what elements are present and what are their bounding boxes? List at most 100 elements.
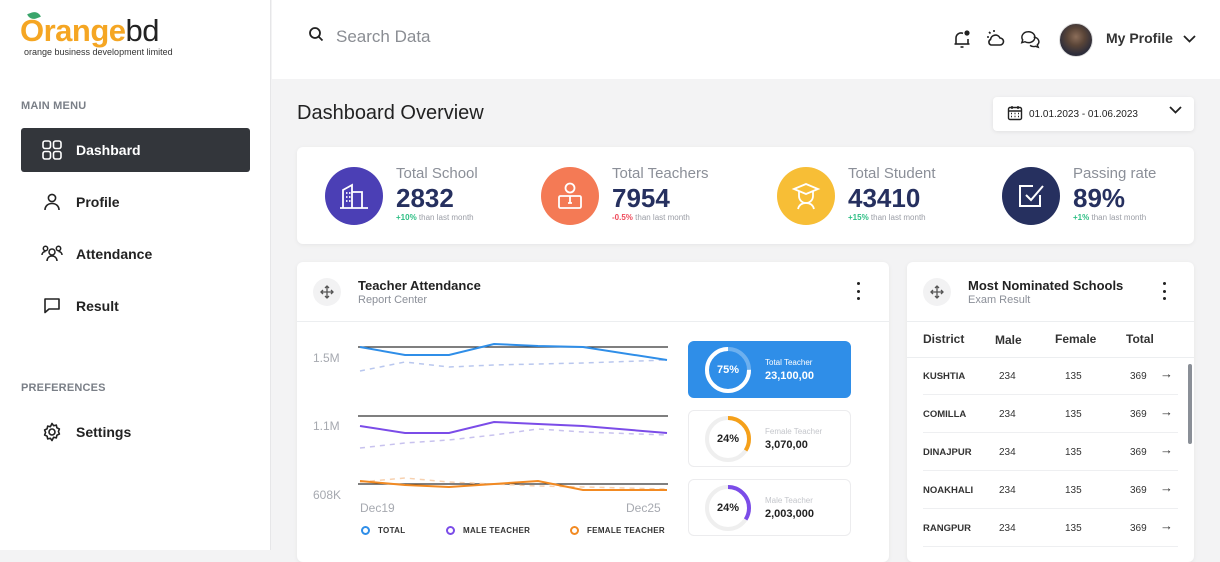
sidebar-item-profile[interactable]: Profile	[21, 180, 250, 224]
attendance-line-chart	[358, 342, 668, 491]
total-cell: 369	[1130, 447, 1147, 458]
profile-label: My Profile	[1106, 30, 1173, 46]
stat-label: Total Student	[848, 165, 936, 182]
column-header-male[interactable]: Male	[995, 333, 1022, 347]
chevron-down-icon	[1169, 106, 1182, 117]
summary-label: Total Teacher	[765, 357, 813, 367]
progress-percent: 75%	[716, 363, 740, 376]
summary-label: Female Teacher	[765, 426, 823, 436]
stat-change: +10%	[396, 213, 417, 222]
move-handle-icon[interactable]	[313, 278, 341, 306]
y-axis-label: 1.1M	[313, 419, 340, 433]
female-cell: 135	[1065, 447, 1082, 458]
arrow-right-icon[interactable]: →	[1160, 442, 1173, 457]
y-axis-label: 608K	[313, 488, 342, 502]
arrow-right-icon[interactable]: →	[1160, 366, 1173, 381]
message-icon	[41, 295, 63, 317]
group-icon	[41, 243, 63, 265]
x-axis-label: Dec25	[626, 501, 661, 515]
circle-icon	[446, 526, 455, 535]
column-header-district[interactable]: District	[923, 332, 965, 346]
stat-change-suffix: than last month	[870, 213, 926, 222]
table-row[interactable]: COMILLA 234 135 369 →	[923, 395, 1178, 433]
stat-total-school: Total School 2832 +10% than last month	[325, 165, 478, 225]
chat-icon[interactable]	[1020, 28, 1040, 50]
legend-total[interactable]: TOTAL	[361, 526, 405, 535]
table-scrollbar[interactable]	[1188, 364, 1192, 444]
progress-percent: 24%	[716, 501, 740, 514]
progress-ring: 24%	[704, 484, 752, 532]
brand-name-dark: bd	[125, 13, 160, 48]
table-row[interactable]: DINAJPUR 234 135 369 →	[923, 433, 1178, 471]
summary-total-teacher[interactable]: 75% Total Teacher 23,100,00	[688, 341, 851, 398]
summary-female-teacher[interactable]: 24% Female Teacher 3,070,00	[688, 410, 851, 467]
sidebar-item-label: Dashbard	[76, 142, 141, 158]
district-cell: COMILLA	[923, 409, 967, 420]
progress-percent: 24%	[716, 432, 740, 445]
gear-icon	[41, 421, 63, 443]
search-icon	[308, 26, 324, 47]
circle-icon	[361, 526, 370, 535]
male-cell: 234	[999, 409, 1016, 420]
table-row[interactable]: KUSHTIA 234 135 369 →	[923, 357, 1178, 395]
sidebar-item-result[interactable]: Result	[21, 284, 250, 328]
more-options-icon[interactable]	[1160, 282, 1168, 300]
sidebar-item-settings[interactable]: Settings	[21, 410, 250, 454]
legend-label: TOTAL	[378, 526, 406, 535]
sidebar: Orangebd orange business development lim…	[0, 0, 271, 550]
stat-change: +1%	[1073, 213, 1090, 222]
search-bar[interactable]	[308, 26, 596, 47]
avatar[interactable]	[1059, 23, 1093, 57]
more-options-icon[interactable]	[854, 282, 862, 300]
sidebar-item-label: Settings	[76, 424, 132, 440]
move-handle-icon[interactable]	[923, 278, 951, 306]
page-title: Dashboard Overview	[297, 102, 484, 124]
summary-label: Male Teacher	[765, 495, 813, 505]
search-input[interactable]	[336, 26, 596, 47]
checkbox-icon	[1002, 167, 1060, 225]
weather-icon[interactable]	[986, 28, 1006, 50]
stat-value: 43410	[848, 183, 921, 213]
stat-label: Total Teachers	[612, 165, 709, 182]
card-title: Teacher Attendance	[358, 278, 481, 293]
brand-name-orange: Orange	[20, 13, 126, 48]
grid-icon	[41, 139, 63, 161]
arrow-right-icon[interactable]: →	[1160, 404, 1173, 419]
preferences-label: PREFERENCES	[21, 382, 106, 394]
notification-bell-icon[interactable]	[952, 28, 972, 50]
stat-change-suffix: than last month	[635, 213, 690, 222]
table-row[interactable]: RANGPUR 234 135 369 →	[923, 509, 1178, 547]
profile-menu[interactable]: My Profile	[1106, 30, 1196, 46]
stats-panel: Total School 2832 +10% than last month T…	[297, 147, 1194, 244]
card-title: Most Nominated Schools	[968, 278, 1124, 293]
sidebar-item-label: Result	[76, 298, 119, 314]
district-cell: DINAJPUR	[923, 447, 972, 458]
stat-total-teachers: Total Teachers 7954 -0.5% than last mont…	[541, 165, 709, 225]
legend-male-teacher[interactable]: MALE TEACHER	[446, 526, 530, 535]
arrow-right-icon[interactable]: →	[1160, 518, 1173, 533]
date-range-picker[interactable]: 01.01.2023 - 01.06.2023	[993, 97, 1194, 131]
arrow-right-icon[interactable]: →	[1160, 480, 1173, 495]
summary-male-teacher[interactable]: 24% Male Teacher 2,003,000	[688, 479, 851, 536]
male-cell: 234	[999, 447, 1016, 458]
stat-passing-rate: Passing rate 89% +1% than last month	[1002, 165, 1156, 225]
table-row[interactable]: NOAKHALI 234 135 369 →	[923, 471, 1178, 509]
column-header-female[interactable]: Female	[1055, 332, 1097, 346]
user-icon	[41, 191, 63, 213]
brand-logo[interactable]: Orangebd orange business development lim…	[20, 10, 173, 57]
total-cell: 369	[1130, 485, 1147, 496]
legend-label: MALE TEACHER	[463, 526, 531, 535]
date-range-value: 01.01.2023 - 01.06.2023	[1029, 108, 1138, 120]
female-cell: 135	[1065, 409, 1082, 420]
legend-female-teacher[interactable]: FEMALE TEACHER	[570, 526, 665, 535]
column-header-total[interactable]: Total	[1126, 332, 1154, 346]
stat-change: -0.5%	[612, 213, 633, 222]
top-bar: My Profile	[272, 0, 1220, 79]
summary-value: 23,100,00	[765, 369, 814, 382]
sidebar-item-label: Profile	[76, 194, 120, 210]
stat-change: +15%	[848, 213, 869, 222]
circle-icon	[570, 526, 579, 535]
sidebar-item-attendance[interactable]: Attendance	[21, 232, 250, 276]
sidebar-item-dashboard[interactable]: Dashbard	[21, 128, 250, 172]
building-icon	[325, 167, 383, 225]
